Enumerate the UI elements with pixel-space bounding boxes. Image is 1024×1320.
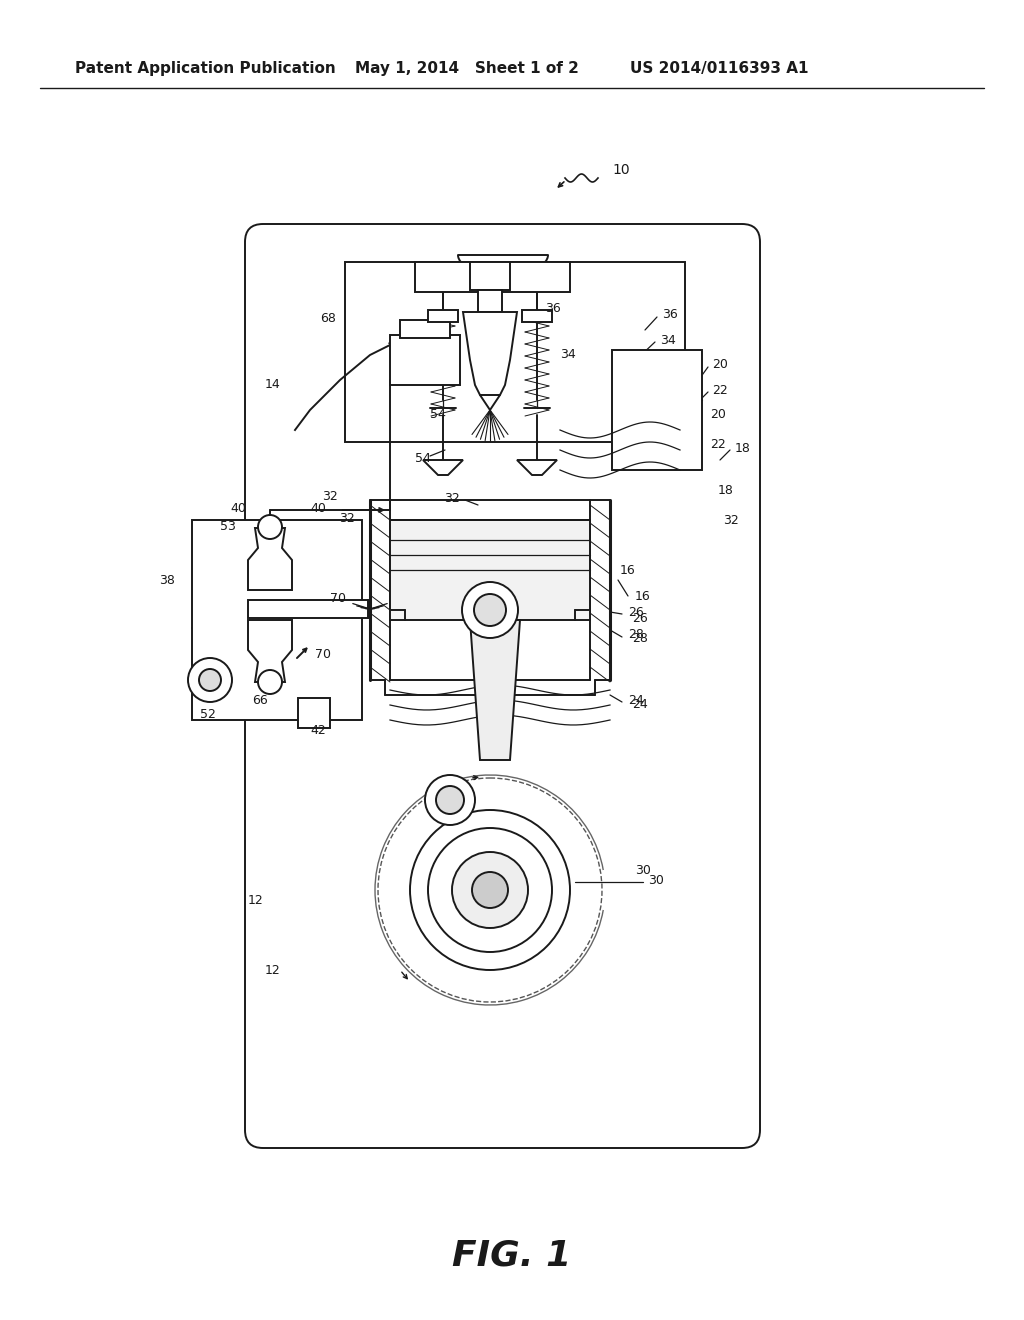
Circle shape bbox=[425, 775, 475, 825]
Bar bbox=[248, 601, 368, 618]
Text: 34: 34 bbox=[660, 334, 676, 346]
Text: 30: 30 bbox=[648, 874, 664, 887]
Text: 20: 20 bbox=[710, 408, 726, 421]
Circle shape bbox=[258, 515, 282, 539]
Polygon shape bbox=[517, 459, 557, 475]
Text: 36: 36 bbox=[662, 309, 678, 322]
Text: 32: 32 bbox=[723, 513, 738, 527]
Circle shape bbox=[472, 873, 508, 908]
Text: 52: 52 bbox=[200, 709, 216, 722]
Text: 70: 70 bbox=[315, 648, 331, 661]
Text: 16: 16 bbox=[635, 590, 650, 602]
Text: 16: 16 bbox=[620, 564, 636, 577]
Circle shape bbox=[474, 594, 506, 626]
Text: 28: 28 bbox=[628, 628, 644, 642]
Text: 36: 36 bbox=[545, 301, 561, 314]
Text: 28: 28 bbox=[632, 631, 648, 644]
Bar bbox=[428, 310, 458, 322]
Polygon shape bbox=[423, 459, 463, 475]
Bar bbox=[470, 261, 510, 290]
Text: 32: 32 bbox=[444, 491, 460, 504]
Text: 30: 30 bbox=[635, 863, 651, 876]
Bar bbox=[390, 520, 590, 620]
Text: 32: 32 bbox=[339, 511, 355, 524]
Bar bbox=[345, 261, 685, 442]
Text: 66: 66 bbox=[252, 693, 267, 706]
Circle shape bbox=[188, 657, 232, 702]
Text: 54: 54 bbox=[415, 451, 431, 465]
Text: 22: 22 bbox=[712, 384, 728, 396]
Text: 22: 22 bbox=[710, 438, 726, 451]
Circle shape bbox=[258, 671, 282, 694]
Text: US 2014/0116393 A1: US 2014/0116393 A1 bbox=[630, 61, 809, 75]
Text: 18: 18 bbox=[718, 483, 734, 496]
Text: 12: 12 bbox=[265, 964, 281, 977]
Bar bbox=[400, 319, 450, 338]
Text: 24: 24 bbox=[632, 698, 648, 711]
Bar bbox=[193, 520, 362, 719]
Circle shape bbox=[436, 785, 464, 814]
Text: 18: 18 bbox=[735, 441, 751, 454]
Text: 54: 54 bbox=[430, 408, 445, 421]
Bar bbox=[298, 698, 330, 729]
Text: 38: 38 bbox=[159, 573, 175, 586]
Bar bbox=[478, 290, 502, 312]
Bar bbox=[390, 335, 460, 385]
Text: May 1, 2014   Sheet 1 of 2: May 1, 2014 Sheet 1 of 2 bbox=[355, 61, 579, 75]
Text: Patent Application Publication: Patent Application Publication bbox=[75, 61, 336, 75]
Circle shape bbox=[452, 851, 528, 928]
Bar bbox=[612, 350, 702, 470]
Polygon shape bbox=[470, 620, 520, 760]
Circle shape bbox=[462, 582, 518, 638]
Circle shape bbox=[410, 810, 570, 970]
Text: 70: 70 bbox=[330, 591, 346, 605]
FancyBboxPatch shape bbox=[245, 224, 760, 1148]
Text: 24: 24 bbox=[628, 693, 644, 706]
Polygon shape bbox=[248, 620, 292, 682]
Bar bbox=[522, 310, 552, 322]
Polygon shape bbox=[248, 528, 292, 590]
Bar bbox=[415, 261, 570, 292]
Circle shape bbox=[199, 669, 221, 690]
Text: 40: 40 bbox=[310, 502, 326, 515]
Circle shape bbox=[428, 828, 552, 952]
Polygon shape bbox=[463, 312, 517, 400]
Text: FIG. 1: FIG. 1 bbox=[453, 1238, 571, 1272]
Text: 32: 32 bbox=[322, 490, 338, 503]
Text: 68: 68 bbox=[319, 312, 336, 325]
Text: 14: 14 bbox=[265, 379, 281, 392]
Polygon shape bbox=[480, 395, 500, 411]
Text: 26: 26 bbox=[628, 606, 644, 619]
Text: 12: 12 bbox=[247, 894, 263, 907]
Text: 20: 20 bbox=[712, 359, 728, 371]
Text: 26: 26 bbox=[632, 611, 648, 624]
Text: 42: 42 bbox=[310, 723, 326, 737]
Text: 34: 34 bbox=[560, 348, 575, 362]
Text: 40: 40 bbox=[230, 502, 246, 515]
Text: 10: 10 bbox=[612, 162, 630, 177]
Text: 53: 53 bbox=[220, 520, 236, 533]
